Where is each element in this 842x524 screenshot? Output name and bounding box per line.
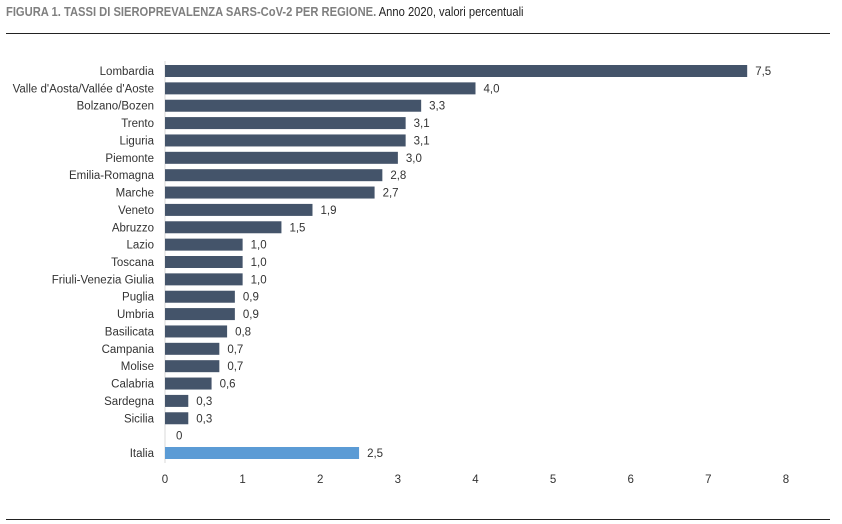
data-label: 0,3 bbox=[196, 413, 212, 425]
bar bbox=[165, 360, 220, 373]
data-label: 1,0 bbox=[251, 240, 267, 252]
data-label: 4,0 bbox=[484, 83, 500, 95]
chart-title-bold: FIGURA 1. TASSI DI SIEROPREVALENZA SARS-… bbox=[6, 4, 377, 19]
category-label: Emilia-Romagna bbox=[69, 170, 155, 182]
bar bbox=[165, 342, 220, 355]
bar bbox=[165, 117, 406, 130]
data-label: 2,5 bbox=[367, 448, 383, 460]
category-label: Toscana bbox=[111, 257, 154, 269]
data-label: 1,0 bbox=[251, 257, 267, 269]
bar bbox=[165, 134, 406, 147]
x-tick-label: 4 bbox=[472, 474, 479, 486]
top-rule bbox=[6, 33, 830, 34]
x-tick-label: 1 bbox=[239, 474, 245, 486]
category-label: Abruzzo bbox=[112, 222, 154, 234]
data-label: 1,0 bbox=[251, 274, 267, 286]
x-tick-label: 0 bbox=[162, 474, 168, 486]
chart-title-subtitle: Anno 2020, valori percentuali bbox=[378, 4, 524, 19]
x-tick-label: 7 bbox=[705, 474, 711, 486]
data-label: 0,7 bbox=[227, 361, 243, 373]
data-label: 1,5 bbox=[289, 222, 305, 234]
data-label: 0,7 bbox=[227, 344, 243, 356]
x-tick-label: 3 bbox=[395, 474, 401, 486]
category-label: Campania bbox=[102, 344, 155, 356]
data-label: 0,6 bbox=[220, 379, 236, 391]
category-label: Puglia bbox=[122, 292, 155, 304]
bar bbox=[165, 203, 313, 216]
data-label: 3,1 bbox=[414, 118, 430, 130]
bottom-rule bbox=[6, 519, 830, 520]
bar bbox=[165, 377, 212, 390]
bar bbox=[165, 256, 243, 268]
data-label: 0,3 bbox=[196, 396, 212, 408]
bar bbox=[165, 186, 375, 199]
category-label: Calabria bbox=[111, 379, 154, 391]
category-label: Lombardia bbox=[100, 66, 155, 78]
bar bbox=[165, 82, 476, 95]
category-label: Liguria bbox=[119, 135, 154, 147]
x-tick-label: 8 bbox=[783, 474, 789, 486]
category-label: Marche bbox=[116, 188, 154, 200]
data-label: 7,5 bbox=[755, 66, 771, 78]
data-label: 0,9 bbox=[243, 309, 259, 321]
category-label: Italia bbox=[130, 448, 155, 460]
data-label: 0,9 bbox=[243, 292, 259, 304]
bar bbox=[165, 273, 243, 286]
category-label: Basilicata bbox=[105, 326, 155, 338]
bar bbox=[165, 238, 243, 251]
data-label: 2,7 bbox=[383, 188, 399, 200]
category-label: Valle d'Aosta/Vallée d'Aoste bbox=[13, 83, 154, 95]
bar bbox=[165, 325, 228, 338]
category-label: Veneto bbox=[118, 205, 154, 217]
bar bbox=[165, 99, 422, 112]
chart-title: FIGURA 1. TASSI DI SIEROPREVALENZA SARS-… bbox=[6, 4, 524, 19]
category-label: Piemonte bbox=[105, 153, 154, 165]
data-label: 3,3 bbox=[429, 101, 445, 113]
x-tick-label: 6 bbox=[628, 474, 634, 486]
x-tick-label: 2 bbox=[317, 474, 323, 486]
bar bbox=[165, 394, 189, 407]
x-tick-label: 5 bbox=[550, 474, 556, 486]
bar bbox=[165, 308, 235, 321]
category-label: Umbria bbox=[117, 309, 155, 321]
category-label: Sicilia bbox=[124, 413, 155, 425]
data-label: 1,9 bbox=[320, 205, 336, 217]
category-label: Trento bbox=[121, 118, 154, 130]
category-label: Lazio bbox=[127, 240, 155, 252]
bar bbox=[165, 412, 189, 425]
bar bbox=[165, 65, 748, 77]
bar bbox=[165, 447, 360, 459]
category-label: Sardegna bbox=[104, 396, 154, 408]
data-label: 2,8 bbox=[390, 170, 406, 182]
data-label: 0 bbox=[176, 431, 182, 443]
data-label: 3,1 bbox=[414, 135, 430, 147]
data-label: 0,8 bbox=[235, 326, 251, 338]
bar bbox=[165, 290, 235, 303]
data-label: 3,0 bbox=[406, 153, 422, 165]
bar bbox=[165, 151, 398, 164]
bar bbox=[165, 221, 282, 234]
category-label: Bolzano/Bozen bbox=[77, 101, 154, 113]
bar bbox=[165, 169, 383, 182]
category-label: Molise bbox=[121, 361, 154, 373]
category-label: Friuli-Venezia Giulia bbox=[52, 274, 155, 286]
